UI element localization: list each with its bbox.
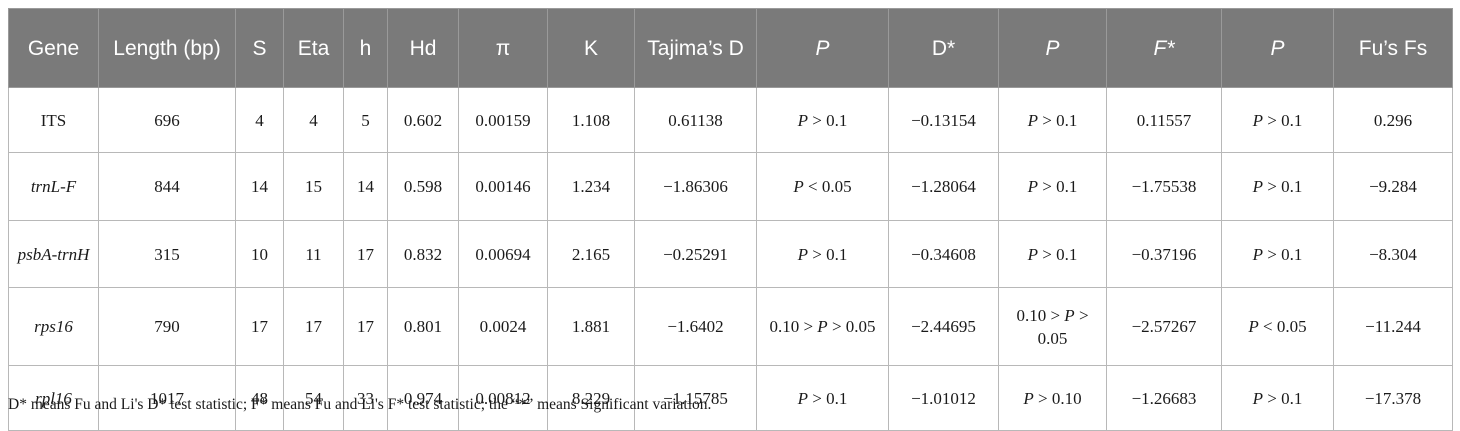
table-row: trnL-F 844 14 15 14 0.598 0.00146 1.234 −1.86306… xyxy=(8,152,1453,221)
table-cell-Hd: 0.598 xyxy=(387,152,459,221)
table-cell-fstar: 0.11557 xyxy=(1106,87,1222,153)
table-cell-p1: P > 0.1 xyxy=(756,87,889,153)
table-cell-h: 5 xyxy=(343,87,388,153)
table-cell-length: 1017 xyxy=(98,365,236,431)
gene-name-cell: trnL-F xyxy=(8,152,99,221)
table-cell-fstar: −1.75538 xyxy=(1106,152,1222,221)
column-header: Gene xyxy=(8,8,99,88)
column-header: π xyxy=(458,8,548,88)
gene-name-cell: ITS xyxy=(8,87,99,153)
table-cell-p3: P > 0.1 xyxy=(1221,87,1334,153)
table-cell-S: 17 xyxy=(235,287,284,366)
table-cell-fs: −17.378 xyxy=(1333,365,1453,431)
table-cell-p1: P < 0.05 xyxy=(756,152,889,221)
column-header: D* xyxy=(888,8,999,88)
column-header: P xyxy=(1221,8,1334,88)
table-cell-Eta: 4 xyxy=(283,87,344,153)
table-cell-fstar: −1.26683 xyxy=(1106,365,1222,431)
table-cell-fs: 0.296 xyxy=(1333,87,1453,153)
table-cell-p1: P > 0.1 xyxy=(756,365,889,431)
table-cell-h: 17 xyxy=(343,287,388,366)
table-cell-dstar: −1.28064 xyxy=(888,152,999,221)
table-cell-K: 1.234 xyxy=(547,152,635,221)
table-cell-fs: −8.304 xyxy=(1333,220,1453,288)
table-cell-p2: P > 0.1 xyxy=(998,220,1107,288)
table-cell-S: 10 xyxy=(235,220,284,288)
table-cell-fs: −9.284 xyxy=(1333,152,1453,221)
table-cell-length: 844 xyxy=(98,152,236,221)
table-cell-pi: 0.00812 xyxy=(458,365,548,431)
table-row: rpl16 1017 48 54 33 0.974 0.00812 8.229 −1.15785… xyxy=(8,365,1453,431)
table-cell-p1: 0.10 > P > 0.05 xyxy=(756,287,889,366)
gene-name-cell: rps16 xyxy=(8,287,99,366)
table-row: psbA-trnH 315 10 11 17 0.832 0.00694 2.165 −0.25… xyxy=(8,220,1453,288)
table-cell-Eta: 54 xyxy=(283,365,344,431)
table-cell-K: 1.108 xyxy=(547,87,635,153)
table-cell-p3: P > 0.1 xyxy=(1221,220,1334,288)
table-cell-dstar: −0.34608 xyxy=(888,220,999,288)
table-cell-tajima: −1.15785 xyxy=(634,365,757,431)
column-header: K xyxy=(547,8,635,88)
table-cell-p2: 0.10 > P > 0.05 xyxy=(998,287,1107,366)
table-cell-p2: P > 0.1 xyxy=(998,152,1107,221)
table-cell-K: 2.165 xyxy=(547,220,635,288)
table-cell-Hd: 0.801 xyxy=(387,287,459,366)
table-cell-tajima: −1.86306 xyxy=(634,152,757,221)
table-cell-p3: P > 0.1 xyxy=(1221,365,1334,431)
table-cell-K: 8.229 xyxy=(547,365,635,431)
neutrality-test-table: Gene Length (bp) S Eta h Hd π K Tajima’s D P D* P F*… xyxy=(8,8,1453,431)
table-cell-S: 14 xyxy=(235,152,284,221)
table-cell-length: 315 xyxy=(98,220,236,288)
table-cell-pi: 0.00159 xyxy=(458,87,548,153)
table-cell-S: 4 xyxy=(235,87,284,153)
table-cell-Eta: 17 xyxy=(283,287,344,366)
table-cell-h: 14 xyxy=(343,152,388,221)
table-cell-p3: P > 0.1 xyxy=(1221,152,1334,221)
gene-name-cell: psbA-trnH xyxy=(8,220,99,288)
table-cell-Hd: 0.832 xyxy=(387,220,459,288)
table-cell-tajima: 0.61138 xyxy=(634,87,757,153)
column-header: S xyxy=(235,8,284,88)
column-header: P xyxy=(756,8,889,88)
table-cell-fstar: −2.57267 xyxy=(1106,287,1222,366)
table-cell-pi: 0.00694 xyxy=(458,220,548,288)
column-header: F* xyxy=(1106,8,1222,88)
header-row: Gene Length (bp) S Eta h Hd π K Tajima’s D P D* P F*… xyxy=(8,8,1453,88)
table-cell-Eta: 11 xyxy=(283,220,344,288)
column-header: Tajima’s D xyxy=(634,8,757,88)
table-cell-K: 1.881 xyxy=(547,287,635,366)
table-cell-dstar: −2.44695 xyxy=(888,287,999,366)
table-cell-length: 790 xyxy=(98,287,236,366)
gene-name-cell: rpl16 xyxy=(8,365,99,431)
table-row: ITS 696 4 4 5 0.602 0.00159 1.108 0.61138 P > 0.1… xyxy=(8,87,1453,153)
column-header: P xyxy=(998,8,1107,88)
table-cell-tajima: −1.6402 xyxy=(634,287,757,366)
table-cell-length: 696 xyxy=(98,87,236,153)
table-cell-h: 17 xyxy=(343,220,388,288)
table-cell-fs: −11.244 xyxy=(1333,287,1453,366)
column-header: Eta xyxy=(283,8,344,88)
column-header: Hd xyxy=(387,8,459,88)
table-cell-pi: 0.0024 xyxy=(458,287,548,366)
table-cell-dstar: −0.13154 xyxy=(888,87,999,153)
table-cell-fstar: −0.37196 xyxy=(1106,220,1222,288)
table-cell-dstar: −1.01012 xyxy=(888,365,999,431)
table-cell-p2: P > 0.1 xyxy=(998,87,1107,153)
table-cell-tajima: −0.25291 xyxy=(634,220,757,288)
table-cell-p3: P < 0.05 xyxy=(1221,287,1334,366)
data-table-container: Gene Length (bp) S Eta h Hd π K Tajima’s D P D* P F*… xyxy=(8,8,1453,431)
table-row: rps16 790 17 17 17 0.801 0.0024 1.881 −1.6402 0.1… xyxy=(8,287,1453,366)
column-header: h xyxy=(343,8,388,88)
table-body: ITS 696 4 4 5 0.602 0.00159 1.108 0.61138 P > 0.1… xyxy=(8,87,1453,431)
table-cell-p2: P > 0.10 xyxy=(998,365,1107,431)
column-header: Length (bp) xyxy=(98,8,236,88)
table-cell-Eta: 15 xyxy=(283,152,344,221)
table-cell-p1: P > 0.1 xyxy=(756,220,889,288)
table-cell-Hd: 0.602 xyxy=(387,87,459,153)
column-header: Fu’s Fs xyxy=(1333,8,1453,88)
table-cell-pi: 0.00146 xyxy=(458,152,548,221)
table-footnote: D* means Fu and Li's D* test statistic; … xyxy=(8,396,712,413)
